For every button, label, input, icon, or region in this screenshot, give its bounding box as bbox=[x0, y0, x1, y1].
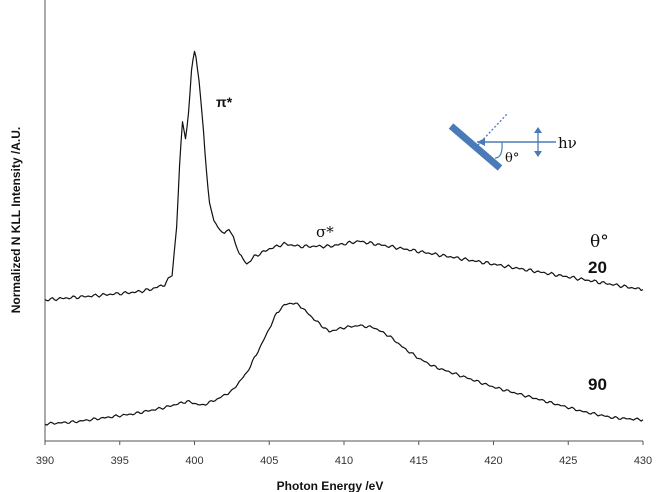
series-line-90 bbox=[44, 302, 644, 426]
x-tick-label-3: 405 bbox=[260, 455, 278, 467]
x-axis-ticks: 390 395 400 405 410 415 420 425 430 bbox=[36, 441, 652, 467]
x-tick-label-7: 425 bbox=[559, 455, 577, 467]
series-label-90: 90 bbox=[588, 375, 607, 394]
x-tick-label-2: 400 bbox=[185, 455, 203, 467]
theta-label: θ° bbox=[505, 151, 519, 166]
polarization-arrowhead-down bbox=[534, 151, 542, 157]
x-tick-label-0: 390 bbox=[36, 455, 54, 467]
sample-surface bbox=[448, 123, 503, 171]
series-line-20 bbox=[44, 50, 644, 302]
y-axis-title: Normalized N KLL Intensity /A.U. bbox=[9, 127, 23, 313]
geometry-inset: hν θ° bbox=[448, 112, 577, 171]
series-lines bbox=[44, 50, 644, 426]
x-tick-label-5: 415 bbox=[410, 455, 428, 467]
x-tick-label-4: 410 bbox=[335, 455, 353, 467]
x-tick-label-6: 420 bbox=[484, 455, 502, 467]
x-axis-title: Photon Energy /eV bbox=[277, 479, 384, 492]
plot-area: 390 395 400 405 410 415 420 425 430 bbox=[36, 0, 652, 467]
beam-arrowhead bbox=[477, 138, 485, 146]
h-nu-label: hν bbox=[558, 134, 577, 152]
legend-title: θ° bbox=[590, 232, 609, 252]
angle-arc bbox=[494, 141, 503, 159]
pi-star-label: π* bbox=[216, 94, 233, 110]
x-tick-label-8: 430 bbox=[634, 455, 652, 467]
x-tick-label-1: 395 bbox=[111, 455, 129, 467]
sigma-star-label: σ* bbox=[316, 223, 334, 241]
surface-normal bbox=[477, 112, 509, 146]
polarization-arrowhead-up bbox=[534, 127, 542, 133]
series-label-20: 20 bbox=[588, 258, 607, 277]
